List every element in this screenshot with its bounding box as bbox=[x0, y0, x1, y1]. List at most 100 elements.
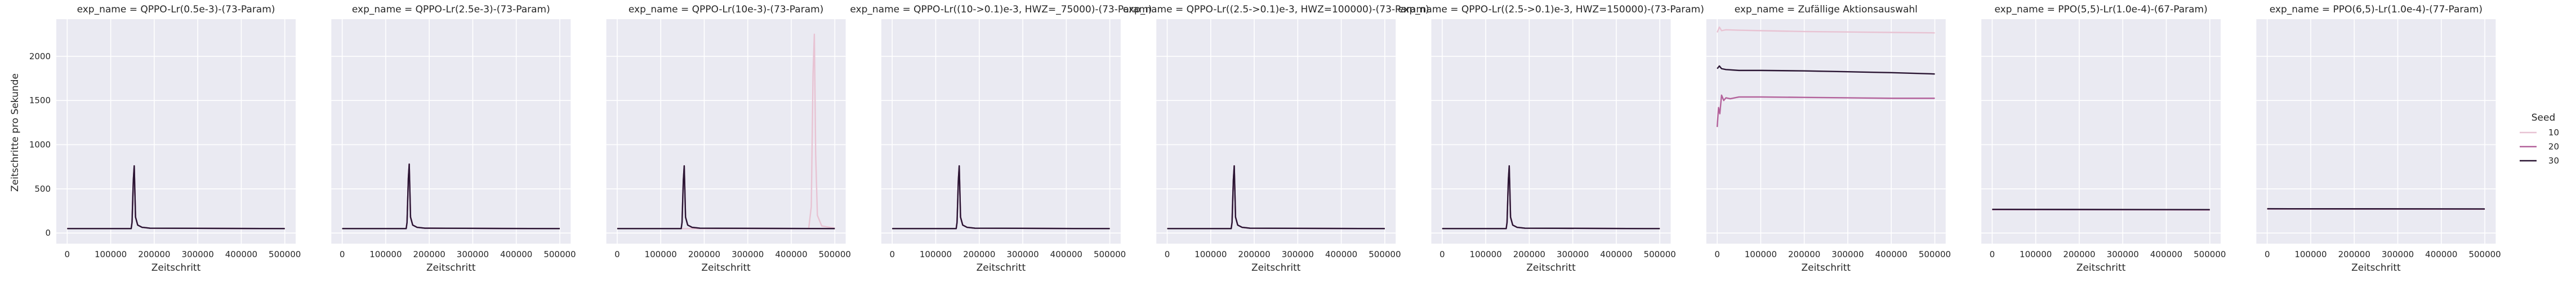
x-tick-label: 0 bbox=[1165, 249, 1170, 259]
facet-panel: exp_name = QPPO-Lr((10->0.1)e-3, HWZ=_75… bbox=[850, 4, 1152, 274]
series-line-seed-20 bbox=[1716, 94, 1935, 127]
x-tick-label: 400000 bbox=[2150, 249, 2182, 259]
x-tick-label: 200000 bbox=[138, 249, 170, 259]
x-tick-label: 100000 bbox=[369, 249, 402, 259]
x-tick-label: 400000 bbox=[2425, 249, 2457, 259]
y-tick-label: 2000 bbox=[29, 51, 51, 61]
series-line-seed-30 bbox=[1442, 165, 1660, 230]
panel-title: exp_name = QPPO-Lr(0.5e-3)-(73-Param) bbox=[77, 4, 275, 15]
legend-entry-label: 20 bbox=[2548, 142, 2559, 152]
x-tick-label: 200000 bbox=[2063, 249, 2095, 259]
x-tick-label: 500000 bbox=[2194, 249, 2226, 259]
x-tick-label: 100000 bbox=[1469, 249, 1501, 259]
x-tick-label: 300000 bbox=[732, 249, 764, 259]
x-tick-label: 200000 bbox=[1238, 249, 1270, 259]
x-tick-label: 0 bbox=[1439, 249, 1445, 259]
x-tick-label: 0 bbox=[889, 249, 895, 259]
x-tick-label: 0 bbox=[1990, 249, 1995, 259]
panel-title: exp_name = Zufällige Aktionsauswahl bbox=[1735, 4, 1918, 15]
legend-title: Seed bbox=[2532, 112, 2556, 124]
panel-title: exp_name = QPPO-Lr(10e-3)-(73-Param) bbox=[629, 4, 823, 15]
x-tick-label: 200000 bbox=[688, 249, 720, 259]
x-tick-label: 500000 bbox=[269, 249, 301, 259]
x-tick-label: 500000 bbox=[819, 249, 851, 259]
series-line-seed-10 bbox=[1717, 26, 1935, 34]
x-tick-label: 200000 bbox=[1788, 249, 1820, 259]
x-tick-label: 400000 bbox=[225, 249, 257, 259]
plot-background bbox=[881, 19, 1121, 244]
x-tick-label: 100000 bbox=[920, 249, 952, 259]
facet-panels: exp_name = QPPO-Lr(0.5e-3)-(73-Param) 0 10… bbox=[29, 4, 2501, 274]
x-axis-label: Zeitschritt bbox=[977, 262, 1026, 274]
panel-title: exp_name = PPO(5,5)-Lr(1.0e-4)-(67-Param… bbox=[1994, 4, 2207, 15]
plot-background bbox=[56, 19, 296, 244]
panel-title: exp_name = QPPO-Lr((2.5->0.1)e-3, HWZ=10… bbox=[1123, 4, 1429, 15]
series-line-seed-30 bbox=[67, 165, 285, 230]
x-tick-label: 300000 bbox=[1282, 249, 1314, 259]
x-axis-label: Zeitschritt bbox=[2076, 262, 2126, 274]
series-line-seed-30 bbox=[1167, 165, 1385, 230]
x-tick-label: 0 bbox=[614, 249, 620, 259]
x-axis-label: Zeitschritt bbox=[1526, 262, 1576, 274]
x-tick-label: 300000 bbox=[1006, 249, 1039, 259]
y-tick-label: 500 bbox=[34, 184, 51, 194]
panel-title: exp_name = PPO(6,5)-Lr(1.0e-4)-(77-Param… bbox=[2270, 4, 2483, 15]
facet-panel: exp_name = QPPO-Lr(2.5e-3)-(73-Param) 0 10… bbox=[331, 4, 576, 274]
x-axis-label: Zeitschritt bbox=[151, 262, 201, 274]
plot-background bbox=[1431, 19, 1671, 244]
plot-background bbox=[1156, 19, 1396, 244]
series-line-seed-30 bbox=[892, 165, 1110, 230]
x-tick-label: 100000 bbox=[2020, 249, 2052, 259]
facet-panel: exp_name = QPPO-Lr((2.5->0.1)e-3, HWZ=10… bbox=[1123, 4, 1429, 274]
x-tick-label: 100000 bbox=[1195, 249, 1227, 259]
plot-background bbox=[331, 19, 571, 244]
x-tick-label: 100000 bbox=[2294, 249, 2327, 259]
x-tick-label: 500000 bbox=[543, 249, 576, 259]
x-axis-label: Zeitschritt bbox=[2351, 262, 2401, 274]
x-tick-label: 300000 bbox=[182, 249, 214, 259]
plot-background bbox=[606, 19, 846, 244]
y-tick-label: 1000 bbox=[29, 140, 51, 150]
x-tick-label: 100000 bbox=[645, 249, 677, 259]
legend: Seed 10 20 30 bbox=[2520, 112, 2559, 166]
y-tick-label: 0 bbox=[45, 228, 51, 238]
x-tick-label: 200000 bbox=[413, 249, 445, 259]
x-axis-label: Zeitschritt bbox=[1251, 262, 1301, 274]
panel-title: exp_name = QPPO-Lr((2.5->0.1)e-3, HWZ=15… bbox=[1398, 4, 1704, 15]
x-tick-label: 400000 bbox=[1050, 249, 1082, 259]
x-tick-label: 300000 bbox=[2107, 249, 2139, 259]
x-axis-label: Zeitschritt bbox=[701, 262, 751, 274]
x-tick-label: 100000 bbox=[95, 249, 127, 259]
series-line-seed-30 bbox=[1717, 65, 1935, 75]
x-tick-label: 100000 bbox=[1745, 249, 1777, 259]
series-line-seed-30 bbox=[342, 163, 560, 230]
legend-entry-label: 30 bbox=[2548, 156, 2559, 166]
x-tick-label: 500000 bbox=[1919, 249, 1951, 259]
x-tick-label: 200000 bbox=[963, 249, 995, 259]
plot-background bbox=[2256, 19, 2496, 244]
facet-panel: exp_name = QPPO-Lr(0.5e-3)-(73-Param) 0 10… bbox=[29, 4, 301, 274]
x-tick-label: 200000 bbox=[2338, 249, 2370, 259]
x-axis-label: Zeitschritt bbox=[1802, 262, 1851, 274]
x-tick-label: 300000 bbox=[2382, 249, 2414, 259]
x-tick-label: 400000 bbox=[1875, 249, 1908, 259]
x-tick-label: 400000 bbox=[775, 249, 807, 259]
plot-background bbox=[1706, 19, 1946, 244]
facet-panel: exp_name = PPO(6,5)-Lr(1.0e-4)-(77-Param… bbox=[2256, 4, 2501, 274]
x-tick-label: 400000 bbox=[1600, 249, 1632, 259]
panel-title: exp_name = QPPO-Lr(2.5e-3)-(73-Param) bbox=[352, 4, 550, 15]
facet-panel: exp_name = PPO(5,5)-Lr(1.0e-4)-(67-Param… bbox=[1981, 4, 2226, 274]
facet-panel: exp_name = Zufällige Aktionsauswahl 0 1000… bbox=[1706, 4, 1951, 274]
series-line-seed-10 bbox=[617, 33, 835, 230]
x-tick-label: 300000 bbox=[457, 249, 489, 259]
x-tick-label: 500000 bbox=[1369, 249, 1401, 259]
x-tick-label: 500000 bbox=[2468, 249, 2501, 259]
facet-panel: exp_name = QPPO-Lr(10e-3)-(73-Param) 0 100… bbox=[606, 4, 851, 274]
x-tick-label: 0 bbox=[2265, 249, 2270, 259]
y-tick-label: 1500 bbox=[29, 95, 51, 105]
x-tick-label: 400000 bbox=[1325, 249, 1357, 259]
x-tick-label: 0 bbox=[65, 249, 70, 259]
x-axis-label: Zeitschritt bbox=[426, 262, 476, 274]
x-tick-label: 0 bbox=[340, 249, 345, 259]
facet-panel: exp_name = QPPO-Lr((2.5->0.1)e-3, HWZ=15… bbox=[1398, 4, 1704, 274]
